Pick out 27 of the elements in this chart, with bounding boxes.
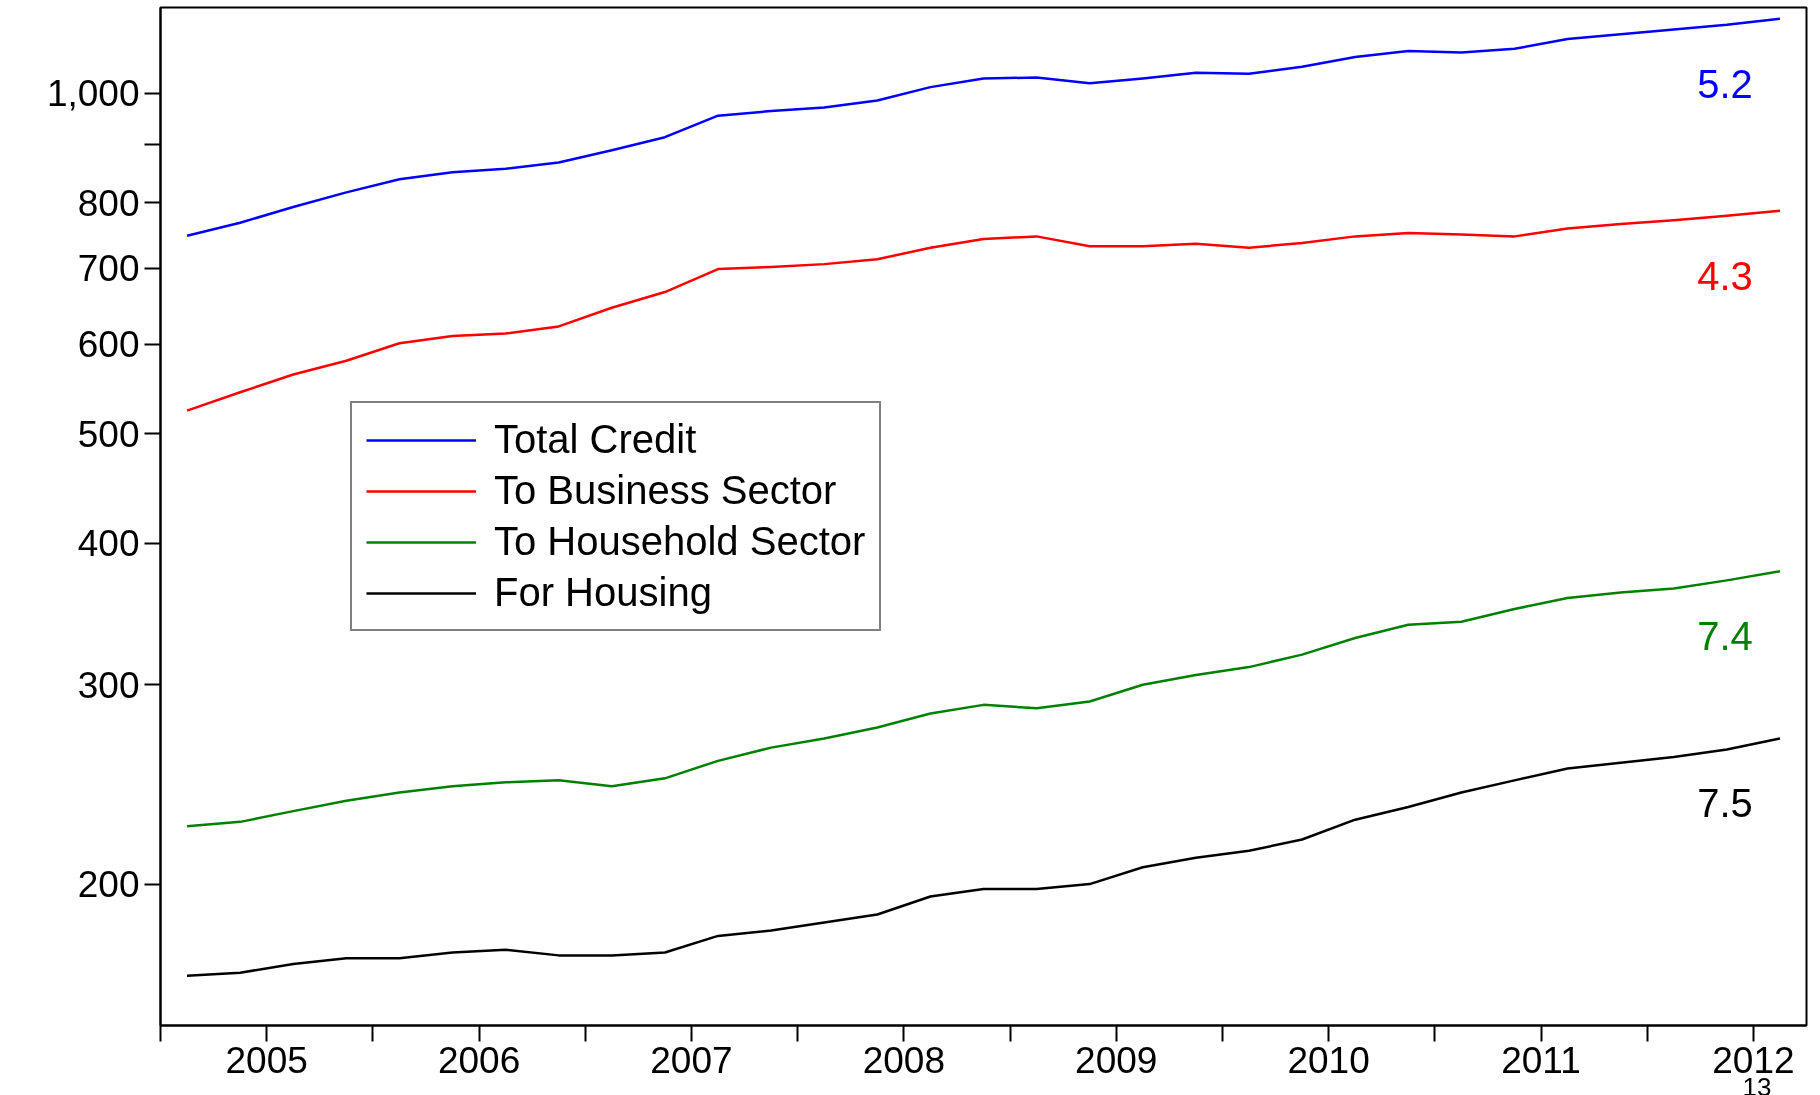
y-tick-label: 800 bbox=[77, 182, 140, 224]
legend-label: To Business Sector bbox=[494, 468, 837, 513]
annotation: 5.2 bbox=[1697, 61, 1753, 106]
x-tick-label: 2009 bbox=[1075, 1039, 1158, 1081]
line-series bbox=[185, 737, 1782, 977]
y-tick-label: 700 bbox=[77, 248, 140, 290]
legend-label: Total Credit bbox=[494, 417, 697, 462]
y-tick-label: 200 bbox=[77, 864, 140, 906]
x-tick-label: 2011 bbox=[1501, 1039, 1581, 1081]
y-tick-label: 1,000 bbox=[46, 73, 140, 114]
x-tick-label: 2010 bbox=[1287, 1039, 1370, 1081]
y-tick-label: 600 bbox=[77, 324, 140, 366]
line-series bbox=[185, 209, 1782, 412]
y-tick-label: 500 bbox=[77, 413, 140, 455]
line-series bbox=[185, 569, 1782, 828]
x-tick-label: 2007 bbox=[650, 1039, 733, 1081]
x-tick-label: 2006 bbox=[437, 1039, 521, 1081]
legend-label: For Housing bbox=[494, 570, 712, 615]
annotation: 4.3 bbox=[1697, 253, 1753, 298]
line-series bbox=[185, 17, 1782, 237]
annotation: 7.5 bbox=[1697, 781, 1753, 826]
y-tick-label: 300 bbox=[77, 664, 140, 706]
annotation: 7.4 bbox=[1697, 614, 1753, 659]
legend-label: To Household Sector bbox=[494, 519, 866, 564]
y-tick-label: 400 bbox=[77, 523, 140, 565]
x-tick-label: 2008 bbox=[862, 1039, 946, 1081]
x-tick-label: 2005 bbox=[225, 1039, 308, 1081]
